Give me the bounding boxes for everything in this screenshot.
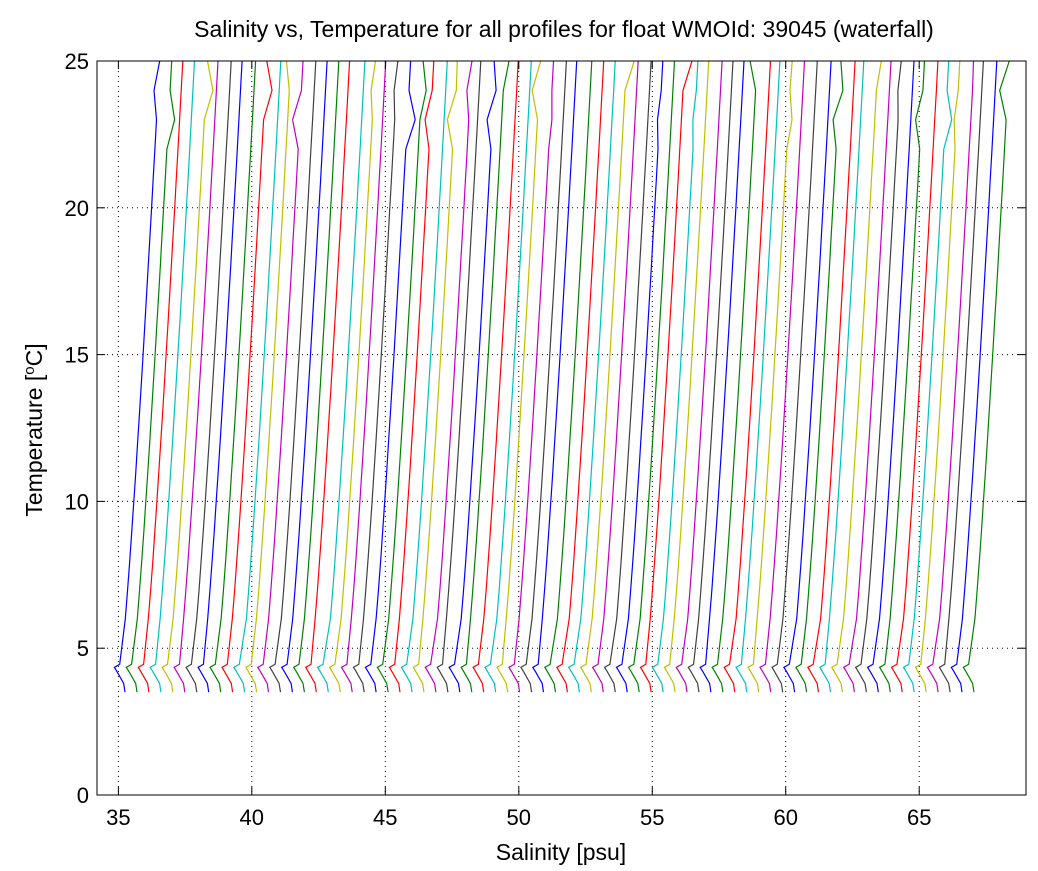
x-tick-label: 45	[373, 805, 397, 830]
profile-line	[412, 61, 458, 693]
y-tick-label: 10	[65, 489, 89, 514]
profile-line	[723, 61, 772, 693]
x-tick-label: 60	[773, 805, 797, 830]
profile-line	[268, 61, 317, 693]
profile-line	[615, 61, 664, 693]
y-tick-labels: 0 5 10 15 20 25	[65, 49, 89, 808]
profile-line	[185, 61, 232, 693]
profile-line	[209, 61, 257, 693]
profile-line	[747, 61, 793, 693]
profile-line	[603, 61, 652, 693]
profile-line	[962, 61, 1010, 693]
profile-line	[316, 61, 366, 693]
x-tick-label: 50	[507, 805, 531, 830]
profile-line	[818, 61, 865, 693]
profile-line	[280, 61, 328, 693]
profile-line	[699, 61, 745, 693]
x-tick-label: 35	[106, 805, 130, 830]
profile-line	[137, 61, 184, 693]
profile-line	[735, 61, 781, 693]
y-tick-label: 15	[65, 343, 89, 368]
profile-line	[866, 61, 915, 693]
profile-line	[388, 61, 435, 693]
profile-line	[436, 61, 482, 693]
profile-line	[221, 61, 273, 693]
profile-line	[950, 61, 998, 693]
profile-line	[448, 61, 497, 693]
profile-line	[400, 61, 448, 693]
profile-line	[245, 61, 290, 693]
y-axis-label-main: Temperature [	[21, 374, 47, 517]
profile-line	[926, 61, 975, 693]
profile-line	[531, 61, 578, 693]
profile-line	[938, 61, 984, 693]
profile-line	[543, 61, 593, 693]
profile-line	[161, 61, 214, 693]
profile-line	[508, 61, 555, 693]
profile-line	[496, 61, 542, 693]
profile-line	[591, 61, 639, 693]
axis-ticks	[97, 60, 1026, 796]
profile-line	[759, 61, 806, 693]
profile-line	[149, 61, 196, 693]
profile-line	[687, 61, 734, 693]
y-axis-label-sup: o	[21, 366, 38, 374]
y-tick-label: 5	[77, 636, 89, 661]
y-tick-label: 0	[77, 783, 89, 808]
profile-line	[807, 61, 856, 693]
profile-line	[125, 61, 176, 693]
profile-line	[256, 61, 304, 693]
profile-line	[830, 61, 882, 693]
profile-line	[675, 61, 723, 693]
profile-line	[472, 61, 519, 693]
profile-line	[878, 61, 926, 693]
profile-line	[340, 61, 387, 693]
profile-line	[113, 61, 161, 693]
plot-frame	[96, 60, 1027, 796]
y-tick-label: 20	[65, 196, 89, 221]
profile-line	[771, 61, 818, 693]
profile-line	[233, 61, 282, 693]
profile-lines	[113, 61, 1010, 693]
profile-line	[484, 61, 532, 693]
y-axis-label: Temperature [oC]	[21, 343, 47, 516]
chart-title: Salinity vs, Temperature for all profile…	[194, 16, 934, 42]
profile-line	[364, 61, 416, 693]
x-axis-label: Salinity [psu]	[496, 839, 626, 865]
profile-line	[304, 61, 351, 693]
profile-line	[555, 61, 605, 693]
profile-line	[197, 61, 243, 693]
profile-line	[783, 61, 832, 693]
profile-line	[914, 61, 961, 693]
profile-line	[567, 61, 616, 693]
profile-line	[651, 61, 699, 693]
profile-line	[795, 61, 844, 693]
x-tick-label: 40	[240, 805, 264, 830]
profile-line	[711, 61, 757, 693]
profile-line	[460, 61, 510, 693]
profile-line	[627, 61, 676, 693]
profile-line	[902, 61, 953, 693]
profile-line	[328, 61, 377, 693]
profile-line	[352, 61, 399, 693]
y-tick-label: 25	[65, 49, 89, 74]
y-axis-label-end: C]	[21, 343, 47, 366]
profile-line	[173, 61, 219, 693]
profile-line	[424, 61, 473, 693]
x-tick-label: 55	[640, 805, 664, 830]
x-tick-label: 65	[907, 805, 931, 830]
profile-line	[842, 61, 892, 693]
profile-line	[639, 61, 693, 693]
profile-line	[579, 61, 635, 693]
x-tick-labels: 35 40 45 50 55 60 65	[106, 805, 931, 830]
profile-line	[292, 61, 340, 693]
profile-line	[376, 61, 427, 693]
profile-line	[520, 61, 567, 693]
profile-line	[890, 61, 939, 693]
profile-line	[663, 61, 710, 693]
profile-line	[854, 61, 902, 693]
